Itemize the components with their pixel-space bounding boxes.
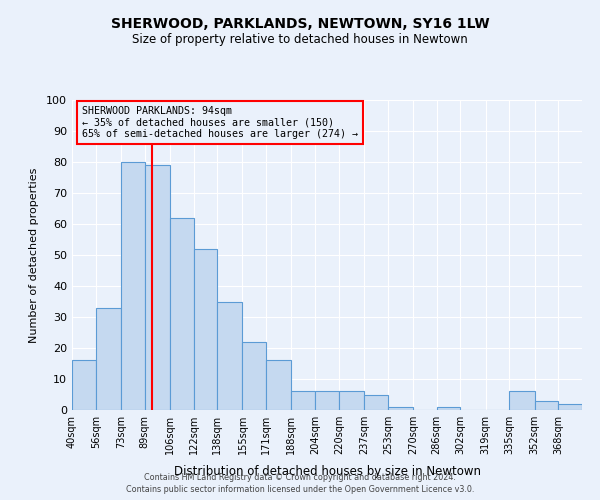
Bar [535,400,558,410]
Text: Contains public sector information licensed under the Open Government Licence v3: Contains public sector information licen… [126,485,474,494]
Bar [558,404,582,410]
Text: Size of property relative to detached houses in Newtown: Size of property relative to detached ho… [132,32,468,46]
Y-axis label: Number of detached properties: Number of detached properties [29,168,39,342]
Text: Contains HM Land Registry data © Crown copyright and database right 2024.: Contains HM Land Registry data © Crown c… [144,472,456,482]
Bar [96,308,121,410]
Bar [315,392,339,410]
Bar [121,162,145,410]
Bar [242,342,266,410]
Bar [170,218,194,410]
Bar [217,302,242,410]
Bar [339,392,364,410]
Bar [509,392,535,410]
Bar [266,360,292,410]
Bar [364,394,388,410]
Text: SHERWOOD, PARKLANDS, NEWTOWN, SY16 1LW: SHERWOOD, PARKLANDS, NEWTOWN, SY16 1LW [110,18,490,32]
Bar [437,407,460,410]
Bar [145,165,170,410]
X-axis label: Distribution of detached houses by size in Newtown: Distribution of detached houses by size … [173,466,481,478]
Bar [194,249,217,410]
Bar [72,360,96,410]
Text: SHERWOOD PARKLANDS: 94sqm
← 35% of detached houses are smaller (150)
65% of semi: SHERWOOD PARKLANDS: 94sqm ← 35% of detac… [82,106,358,140]
Bar [292,392,315,410]
Bar [388,407,413,410]
